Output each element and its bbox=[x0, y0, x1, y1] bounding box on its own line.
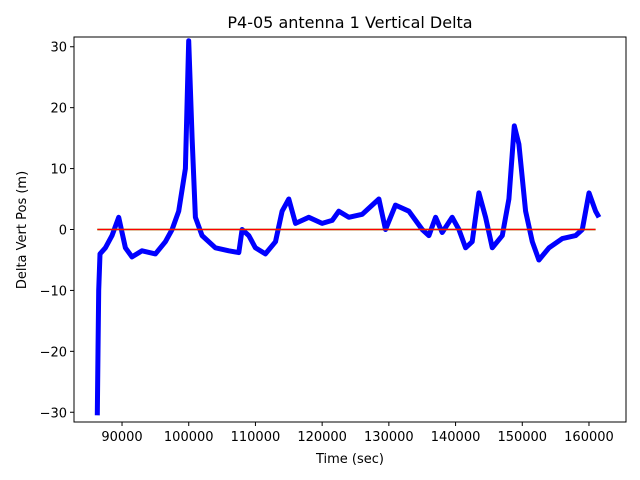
data-line bbox=[94, 38, 602, 416]
y-tick-label: −20 bbox=[40, 345, 67, 360]
y-tick-label: −30 bbox=[40, 406, 67, 421]
plot-frame bbox=[73, 36, 627, 423]
y-tick-label: 20 bbox=[50, 102, 67, 117]
x-tick-label: 130000 bbox=[364, 430, 414, 445]
y-tick-label: 30 bbox=[50, 41, 67, 56]
y-axis-label: Delta Vert Pos (m) bbox=[15, 171, 30, 289]
chart-title: P4-05 antenna 1 Vertical Delta bbox=[227, 13, 472, 32]
y-tick-label: −10 bbox=[40, 284, 67, 299]
x-axis-label: Time (sec) bbox=[315, 452, 384, 467]
x-tick-label: 110000 bbox=[231, 430, 281, 445]
y-tick-label: 10 bbox=[50, 163, 67, 178]
x-tick-label: 90000 bbox=[101, 430, 142, 445]
x-tick-label: 140000 bbox=[431, 430, 481, 445]
x-tick-label: 120000 bbox=[297, 430, 347, 445]
x-tick-label: 160000 bbox=[564, 430, 614, 445]
x-tick-label: 100000 bbox=[164, 430, 214, 445]
y-tick-label: 0 bbox=[59, 224, 67, 239]
x-tick-label: 150000 bbox=[497, 430, 547, 445]
